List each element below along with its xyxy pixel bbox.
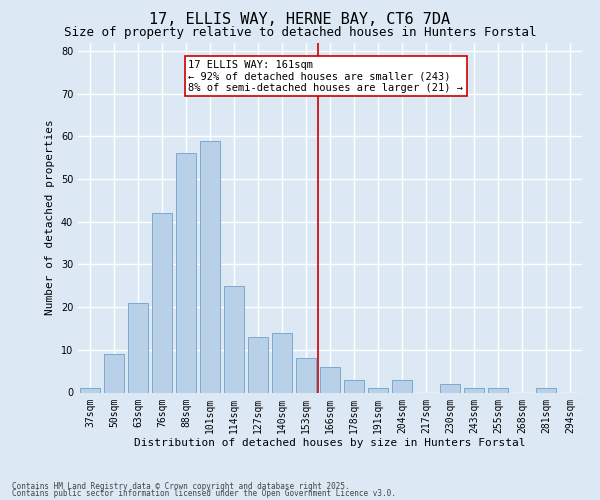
Bar xyxy=(152,213,172,392)
Bar xyxy=(368,388,388,392)
Bar xyxy=(392,380,412,392)
Bar xyxy=(344,380,364,392)
Bar xyxy=(440,384,460,392)
Bar xyxy=(272,332,292,392)
Bar xyxy=(80,388,100,392)
Bar xyxy=(536,388,556,392)
Bar xyxy=(104,354,124,393)
Bar xyxy=(200,140,220,392)
Text: 17 ELLIS WAY: 161sqm
← 92% of detached houses are smaller (243)
8% of semi-detac: 17 ELLIS WAY: 161sqm ← 92% of detached h… xyxy=(188,60,463,93)
Text: 17, ELLIS WAY, HERNE BAY, CT6 7DA: 17, ELLIS WAY, HERNE BAY, CT6 7DA xyxy=(149,12,451,28)
Text: Contains public sector information licensed under the Open Government Licence v3: Contains public sector information licen… xyxy=(12,490,396,498)
Text: Contains HM Land Registry data © Crown copyright and database right 2025.: Contains HM Land Registry data © Crown c… xyxy=(12,482,350,491)
Y-axis label: Number of detached properties: Number of detached properties xyxy=(45,120,55,316)
Bar xyxy=(320,367,340,392)
Bar xyxy=(128,303,148,392)
Bar xyxy=(488,388,508,392)
X-axis label: Distribution of detached houses by size in Hunters Forstal: Distribution of detached houses by size … xyxy=(134,438,526,448)
Bar xyxy=(248,337,268,392)
Bar xyxy=(296,358,316,392)
Bar xyxy=(464,388,484,392)
Text: Size of property relative to detached houses in Hunters Forstal: Size of property relative to detached ho… xyxy=(64,26,536,39)
Bar xyxy=(224,286,244,393)
Bar xyxy=(176,154,196,392)
